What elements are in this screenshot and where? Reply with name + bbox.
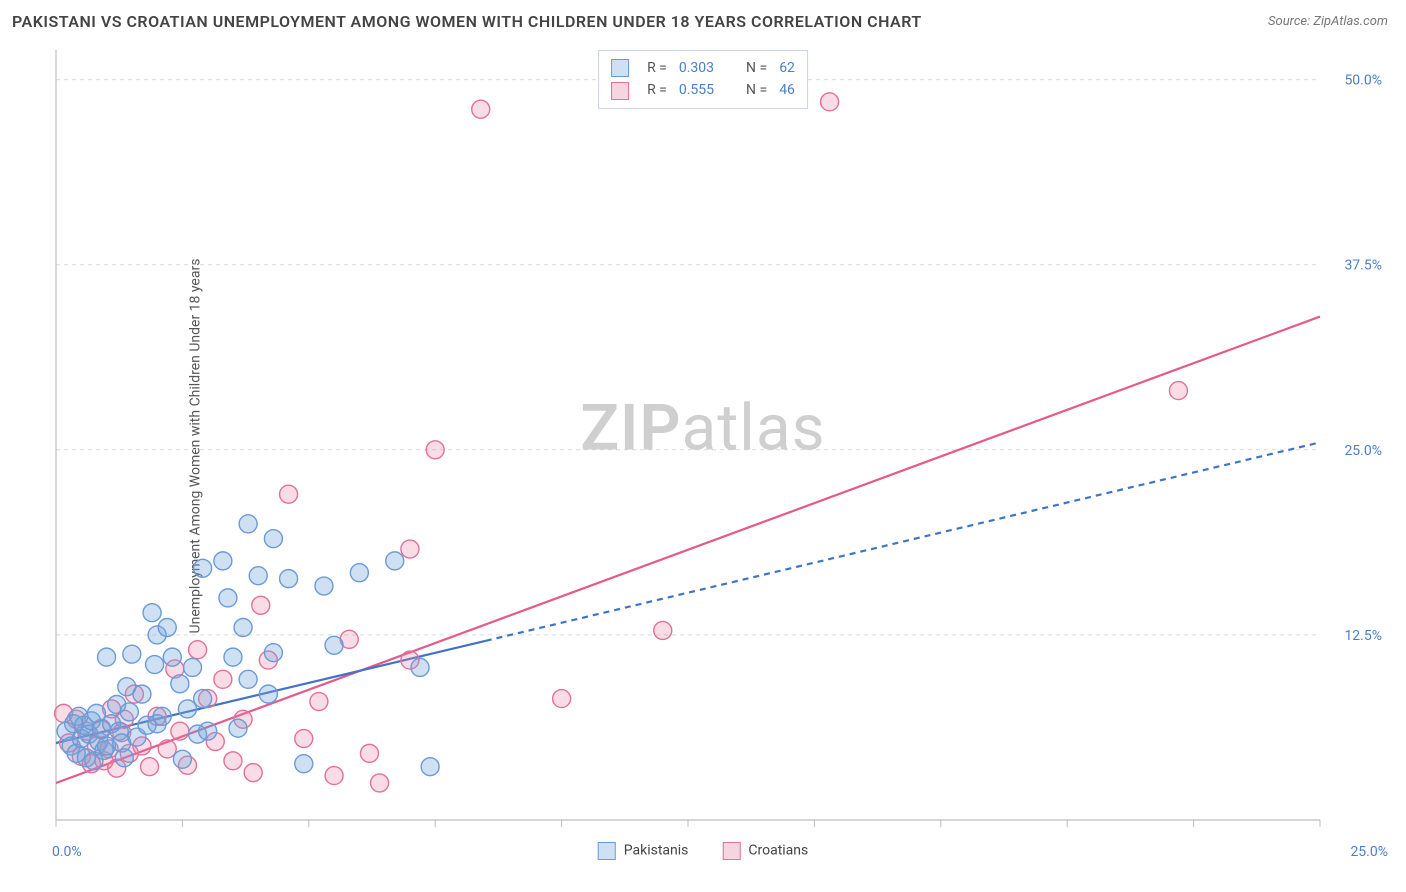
legend-row-croatians: R = 0.555 N = 46 [611, 79, 795, 101]
legend-swatch-icon [722, 842, 740, 860]
series-legend: Pakistanis Croatians [598, 842, 809, 860]
chart-title: PAKISTANI VS CROATIAN UNEMPLOYMENT AMONG… [12, 12, 922, 31]
legend-item-croatians: Croatians [722, 842, 808, 860]
x-axis-max-label: 25.0% [1350, 844, 1388, 860]
legend-swatch-icon [598, 842, 616, 860]
legend-row-pakistanis: R = 0.303 N = 62 [611, 57, 795, 79]
legend-swatch-croatians [611, 82, 629, 100]
legend-swatch-pakistanis [611, 59, 629, 77]
source-attribution: Source: ZipAtlas.com [1268, 14, 1388, 29]
scatter-plot: 12.5% 25.0% 37.5% 50.0% [52, 46, 1390, 836]
svg-text:50.0%: 50.0% [1344, 73, 1382, 89]
svg-text:12.5%: 12.5% [1344, 628, 1382, 644]
legend-item-pakistanis: Pakistanis [598, 842, 689, 860]
svg-text:25.0%: 25.0% [1344, 443, 1382, 459]
svg-text:37.5%: 37.5% [1344, 258, 1382, 274]
x-axis-min-label: 0.0% [52, 844, 82, 860]
correlation-legend: R = 0.303 N = 62 R = 0.555 N = 46 [598, 50, 808, 109]
